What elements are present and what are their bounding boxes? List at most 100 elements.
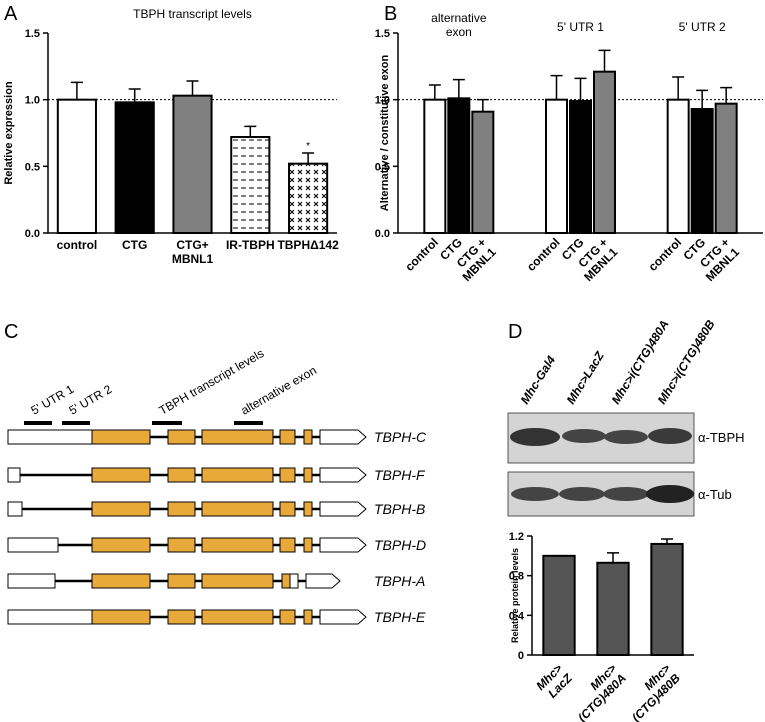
x-tick-label: Mhc>LacZ: [533, 661, 575, 703]
band: [559, 487, 605, 501]
error-bar: [452, 78, 465, 99]
y-tick-label: 0.5: [375, 161, 390, 173]
annotation: *: [306, 141, 310, 152]
band: [603, 487, 649, 501]
exon: [303, 609, 313, 625]
error-bar: [720, 86, 733, 104]
antibody-label: α-Tub: [698, 487, 732, 502]
band: [648, 428, 692, 444]
band: [646, 485, 694, 503]
bar: [545, 98, 568, 234]
x-tick-label: control: [57, 238, 98, 252]
exon: [91, 537, 151, 553]
error-bar: [672, 76, 685, 100]
isoform: [7, 537, 367, 553]
exon: [279, 429, 296, 445]
bar: [447, 97, 471, 235]
exon: [201, 573, 274, 589]
isoform-label: TBPH-F: [374, 467, 426, 483]
isoform-label: TBPH-E: [374, 609, 426, 625]
bar: [542, 554, 576, 656]
bar: [423, 98, 447, 234]
isoform: [7, 467, 367, 483]
band: [511, 487, 559, 501]
bar: [569, 100, 592, 234]
exon: [201, 429, 274, 445]
x-tick-label: control: [402, 235, 441, 274]
x-tick-label: Mhc>(CTG)480B: [619, 661, 683, 722]
utr-arrow: [305, 573, 341, 589]
bar: [714, 102, 738, 234]
panel-label: A: [4, 3, 18, 25]
band: [604, 430, 648, 444]
utr-arrow: [319, 501, 367, 517]
isoform-label: TBPH-B: [374, 501, 425, 517]
group-label: alternative exon: [431, 11, 487, 39]
x-tick-label: Mhc>(CTG)480A: [565, 661, 629, 722]
region-label: 5' UTR 2: [67, 382, 115, 418]
utr-arrow: [319, 537, 367, 553]
error-bar: [574, 77, 587, 101]
exon: [91, 467, 151, 483]
x-tick-label: CTG: [122, 238, 147, 252]
y-tick-label: 1.5: [375, 28, 390, 40]
bar: [114, 101, 155, 235]
exon: [91, 573, 151, 589]
panel-label: C: [4, 321, 18, 343]
utr-arrow: [319, 429, 367, 445]
exon: [91, 501, 151, 517]
isoform: [7, 609, 367, 625]
y-axis-label: Relative expression: [3, 81, 15, 185]
y-tick-label: 1.2: [509, 531, 524, 543]
bar: [593, 70, 616, 234]
exon: [201, 537, 274, 553]
bar: [172, 94, 213, 234]
utr-arrow: [319, 467, 367, 483]
exon: [279, 609, 296, 625]
bar: [288, 162, 329, 235]
y-tick-label: 1.5: [25, 28, 40, 40]
region-label: 5' UTR 1: [29, 382, 77, 418]
exon: [201, 609, 274, 625]
exon: [279, 501, 296, 517]
error-bar: [70, 81, 83, 100]
exon: [167, 467, 196, 483]
error-bar: [302, 152, 315, 164]
y-tick-label: 1.0: [25, 95, 40, 107]
panel-label: B: [384, 3, 397, 25]
exon: [201, 467, 274, 483]
exon: [303, 429, 313, 445]
y-tick-label: 0.0: [375, 228, 390, 240]
panel-label: D: [508, 321, 522, 343]
bar: [471, 110, 495, 234]
exon: [91, 609, 151, 625]
x-tick-label: control: [524, 235, 563, 274]
utr: [7, 537, 59, 553]
y-tick-label: 0.4: [509, 610, 525, 622]
region-label: alternative exon: [239, 363, 319, 417]
error-bar: [428, 84, 441, 100]
exon: [167, 609, 196, 625]
isoform: [7, 429, 367, 445]
group-label: 5' UTR 1: [557, 20, 604, 34]
x-tick-label: IR-TBPH: [226, 238, 275, 252]
exon: [281, 573, 291, 589]
utr: [289, 573, 299, 589]
group-label: 5' UTR 2: [679, 20, 726, 34]
exon: [167, 573, 196, 589]
y-tick-label: 0.5: [25, 161, 40, 173]
isoform-label: TBPH-D: [374, 537, 426, 553]
error-bar: [550, 74, 563, 100]
band: [562, 429, 606, 443]
y-tick-label: 0.8: [509, 571, 524, 583]
utr: [7, 573, 56, 589]
y-axis-label: Relative protein levels: [510, 548, 520, 643]
y-axis-label: Alternative / constitutive exon: [379, 54, 391, 211]
error-bar: [244, 125, 257, 137]
bar: [666, 98, 690, 234]
exon: [279, 467, 296, 483]
x-tick-label: CTG+ MBNL1: [172, 238, 214, 266]
exon: [167, 429, 196, 445]
isoform: [7, 501, 367, 517]
